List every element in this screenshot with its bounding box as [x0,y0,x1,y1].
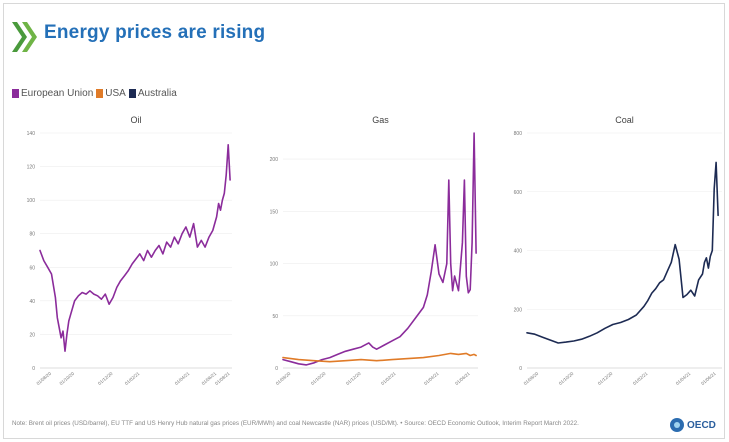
series-line-oil-european-union [39,144,231,353]
legend-swatch-usa [96,89,104,98]
x-tick-label-coal-1: 01/10/20 [558,371,575,386]
legend-item-australia: Australia [128,88,177,99]
y-tick-label-oil-60: 60 [29,265,35,271]
x-tick-label-gas-4: 01/04/21 [423,371,440,386]
y-tick-label-coal-200: 200 [514,307,523,313]
x-tick-label-gas-0: 01/08/20 [275,371,292,386]
x-tick-label-oil-3: 01/02/21 [124,371,141,386]
footnote: Note: Brent oil prices (USD/barrel), EU … [12,420,579,427]
panel-title-gas: Gas [372,115,389,125]
y-tick-label-coal-0: 0 [519,366,522,372]
y-tick-label-gas-0: 0 [275,366,278,372]
x-tick-label-oil-4: 01/04/21 [174,371,191,386]
y-tick-label-coal-600: 600 [514,190,523,196]
y-tick-label-gas-100: 100 [270,262,279,268]
y-tick-label-gas-50: 50 [272,314,278,320]
x-tick-label-oil-1: 01/10/20 [59,371,76,386]
x-tick-label-gas-5: 01/06/21 [454,371,471,386]
x-tick-label-oil-0: 01/08/20 [36,371,53,386]
y-tick-label-coal-800: 800 [514,131,523,137]
y-tick-label-gas-150: 150 [270,209,279,215]
x-tick-label-coal-5: 01/06/21 [700,371,717,386]
legend-item-eu: European Union [12,88,93,99]
series-line-gas-european-union [282,132,477,366]
x-tick-label-gas-2: 01/12/20 [345,371,362,386]
y-tick-label-oil-140: 140 [27,131,36,137]
legend-item-usa: USA [96,88,126,99]
legend-swatch-eu [12,89,19,98]
panel-title-coal: Coal [615,115,634,125]
legend-label-usa: USA [105,88,126,99]
y-tick-label-oil-20: 20 [29,332,35,338]
x-tick-label-coal-3: 01/02/21 [632,371,649,386]
oecd-brand: OECD [670,418,716,432]
x-tick-label-oil-2: 01/12/20 [97,371,114,386]
legend-label-australia: Australia [137,88,177,99]
x-tick-label-oil-6: 01/08/21 [214,371,231,386]
series-line-coal-australia [526,161,719,344]
legend-swatch-australia [128,89,136,98]
y-tick-label-oil-100: 100 [27,198,36,204]
oecd-brand-label: OECD [687,419,716,431]
chart-frame [3,3,725,439]
x-tick-label-coal-2: 01/12/20 [597,371,614,386]
legend: European Union USA Australia [12,88,180,99]
chart-title: Energy prices are rising [44,22,266,43]
series-line-gas-usa [282,352,477,363]
y-tick-label-oil-40: 40 [29,299,35,305]
x-tick-label-coal-4: 01/04/21 [675,371,692,386]
oecd-globe-icon [670,418,684,432]
chevron-logo-icon [12,22,37,52]
y-tick-label-gas-200: 200 [270,157,279,163]
panel-title-oil: Oil [131,115,142,125]
x-tick-label-gas-1: 01/10/20 [310,371,327,386]
y-tick-label-oil-80: 80 [29,232,35,238]
x-tick-label-gas-3: 01/02/21 [380,371,397,386]
x-tick-label-coal-0: 01/08/20 [523,371,540,386]
legend-label-eu: European Union [21,88,94,99]
y-tick-label-oil-120: 120 [27,165,36,171]
y-tick-label-oil-0: 0 [32,366,35,372]
y-tick-label-coal-400: 400 [514,249,523,255]
